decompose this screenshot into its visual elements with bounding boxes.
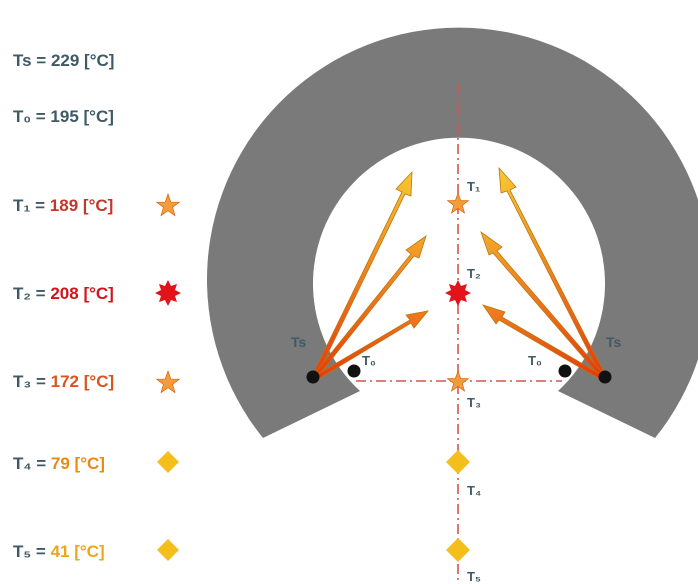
t3-point-label: T₃	[467, 395, 481, 410]
legend-row-t3: T₃ = 172 [°C]	[13, 370, 181, 394]
legend-t3-value: 172	[51, 372, 79, 391]
t2-burst-icon	[445, 280, 471, 306]
t3-star-icon	[446, 370, 470, 392]
legend-t4-unit: [°C]	[75, 454, 105, 473]
arrow-left-middle	[310, 234, 427, 381]
legend-t1-unit: [°C]	[83, 196, 113, 215]
arrow-right-middle	[480, 230, 608, 381]
t0-right-label: T₀	[528, 353, 542, 368]
legend-row-t4: T₄ = 79 [°C]	[13, 451, 179, 473]
legend-t5-name: T₅ = 41 [°C]	[13, 542, 105, 561]
t4-point-label: T₄	[467, 483, 481, 498]
legend-t2-value: 208	[50, 284, 78, 303]
legend-t4-value: 79	[51, 454, 70, 473]
legend-ts: Ts = 229 [°C]	[13, 51, 114, 70]
ts-right-label: Ts	[606, 334, 622, 350]
legend-t2-burst-icon	[155, 280, 181, 306]
legend-row-t5: T₅ = 41 [°C]	[13, 539, 179, 561]
ts-left-label: Ts	[291, 334, 307, 350]
t2-point-label: T₂	[467, 266, 481, 281]
t5-point-label: T₅	[467, 569, 481, 584]
arrow-left-lower	[310, 310, 430, 382]
legend-t3-unit: [°C]	[84, 372, 114, 391]
right-arrows	[480, 166, 608, 382]
t1-point-label: T₁	[467, 179, 480, 194]
legend: Ts = 229 [°C] T₀ = 195 [°C] T₁ = 189 [°C…	[13, 51, 181, 561]
t0-left-label: T₀	[362, 353, 376, 368]
t0-left-dot	[347, 364, 361, 378]
t4-diamond-icon	[446, 450, 470, 474]
legend-t2-name: T₂ = 208 [°C]	[13, 284, 114, 303]
t5-diamond-icon	[446, 538, 470, 562]
arrow-left-upper	[310, 170, 413, 381]
legend-t1-name: T₁ = 189 [°C]	[13, 196, 113, 215]
legend-t1-star-icon	[155, 193, 181, 217]
ring-wall	[207, 27, 698, 438]
arrow-right-lower	[482, 304, 608, 382]
legend-row-t1: T₁ = 189 [°C]	[13, 193, 181, 217]
legend-t3-star-icon	[155, 370, 181, 394]
arrow-right-upper	[498, 166, 608, 381]
ts-left-dot	[306, 370, 320, 384]
legend-t5-value: 41	[51, 542, 70, 561]
t0-right-dot	[558, 364, 572, 378]
legend-t1-value: 189	[50, 196, 78, 215]
legend-t5-diamond-icon	[157, 539, 179, 561]
legend-t5-unit: [°C]	[74, 542, 104, 561]
legend-t4-diamond-icon	[157, 451, 179, 473]
ts-right-dot	[598, 370, 612, 384]
legend-t3-name: T₃ = 172 [°C]	[13, 372, 114, 391]
legend-t0: T₀ = 195 [°C]	[13, 107, 114, 126]
t1-star-icon	[446, 192, 470, 214]
left-arrows	[310, 170, 430, 382]
legend-t2-unit: [°C]	[83, 284, 113, 303]
legend-t4-name: T₄ = 79 [°C]	[13, 454, 105, 473]
legend-row-t2: T₂ = 208 [°C]	[13, 280, 181, 306]
